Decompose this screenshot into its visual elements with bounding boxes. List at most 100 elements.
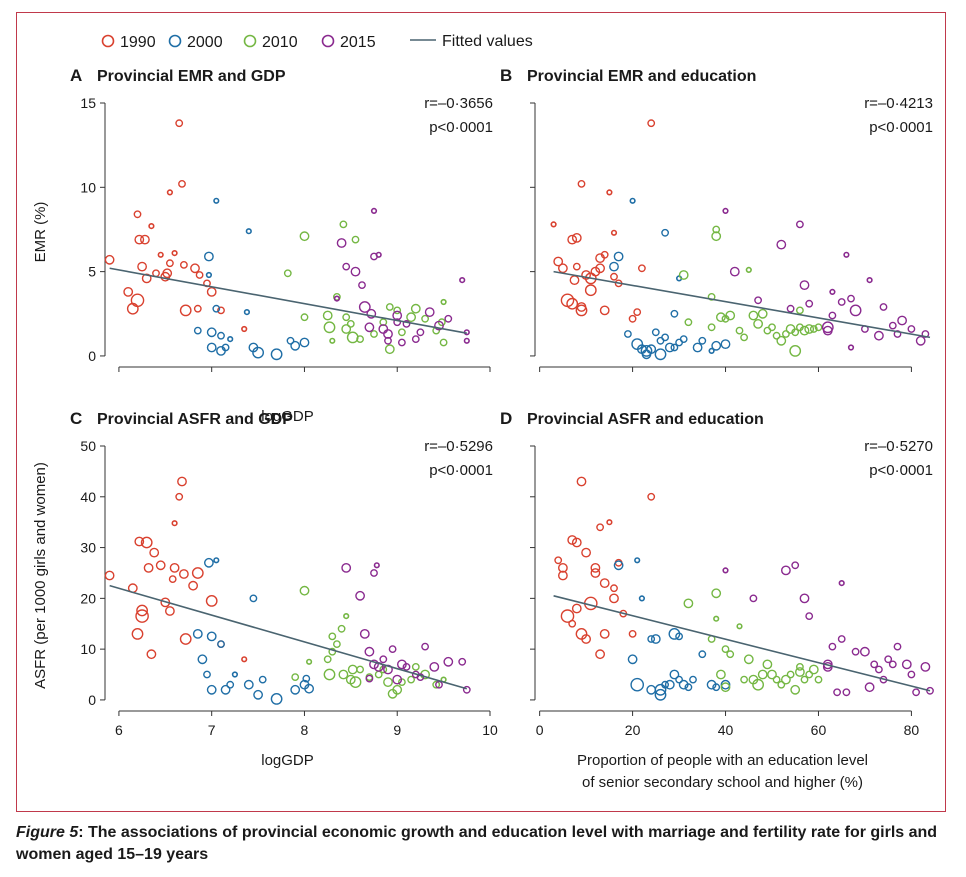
- data-point-2000: [299, 337, 310, 348]
- data-point-2010: [346, 331, 359, 344]
- data-point-2015: [791, 561, 800, 570]
- p-value: p<0·0001: [869, 119, 933, 136]
- panel-title: Provincial ASFR and GDP: [97, 411, 293, 428]
- series-1990: [554, 476, 656, 660]
- data-point-2000: [243, 679, 254, 690]
- panel-letter: B: [500, 66, 512, 85]
- data-point-2000: [631, 338, 644, 350]
- data-point-1990: [638, 264, 646, 273]
- data-point-2015: [926, 686, 934, 695]
- y-tick-label: 10: [80, 179, 96, 195]
- y-tick-label: 20: [80, 590, 96, 606]
- data-point-2000: [193, 326, 202, 335]
- correlation-r: r=–0·3656: [424, 95, 493, 112]
- data-point-2010: [791, 328, 800, 337]
- legend-label-2000: 2000: [187, 34, 223, 51]
- figure-caption: Figure 5: The associations of provincial…: [16, 822, 952, 866]
- data-point-1990: [590, 568, 601, 578]
- data-point-1990: [599, 578, 610, 588]
- data-point-2010: [440, 298, 447, 306]
- data-point-2000: [206, 327, 217, 338]
- data-point-2015: [875, 665, 883, 674]
- data-point-2010: [683, 598, 694, 609]
- data-point-2015: [781, 565, 791, 576]
- data-point-1990: [175, 492, 184, 501]
- data-point-1990: [647, 119, 656, 128]
- data-point-2015: [912, 688, 920, 697]
- data-point-2010: [782, 330, 790, 338]
- data-point-2010: [323, 668, 336, 681]
- data-point-2015: [384, 336, 392, 345]
- data-point-2015: [429, 662, 440, 672]
- data-point-2015: [786, 304, 795, 313]
- data-point-2010: [322, 310, 333, 321]
- data-point-2015: [411, 335, 420, 343]
- data-point-2000: [661, 680, 669, 689]
- data-point-1990: [104, 254, 115, 265]
- data-point-1990: [157, 251, 164, 258]
- data-point-2015: [901, 659, 912, 670]
- data-point-1990: [190, 263, 200, 274]
- x-tick-label: 9: [393, 722, 401, 738]
- data-point-2000: [698, 336, 707, 345]
- data-point-2010: [407, 675, 415, 684]
- panel-A: A Provincial EMR and GDP 0 5 10 15 EMR (%) logG…: [32, 66, 493, 425]
- x-tick-label: 10: [482, 722, 498, 738]
- data-point-2010: [299, 231, 310, 242]
- y-axis-label: ASFR (per 1000 girls and women): [32, 462, 49, 689]
- data-point-2010: [740, 333, 748, 342]
- data-point-2015: [375, 251, 382, 258]
- data-point-2015: [462, 685, 471, 694]
- data-point-2000: [654, 348, 667, 361]
- data-point-2010: [716, 312, 726, 323]
- y-tick-label: 40: [80, 489, 96, 505]
- data-point-2010: [346, 319, 355, 328]
- data-point-2010: [716, 669, 726, 680]
- data-point-1990: [568, 619, 577, 628]
- data-point-2015: [870, 660, 879, 669]
- data-point-2010: [814, 675, 823, 684]
- data-point-2015: [443, 656, 454, 667]
- data-point-2000: [670, 343, 679, 352]
- data-point-1990: [136, 604, 149, 617]
- data-point-1990: [140, 536, 153, 549]
- data-point-2010: [768, 323, 776, 332]
- data-point-2015: [874, 330, 884, 341]
- data-point-2015: [805, 612, 814, 620]
- series-2010: [683, 588, 823, 695]
- data-point-2000: [203, 557, 214, 568]
- data-point-2015: [358, 301, 371, 313]
- data-point-2000: [290, 340, 301, 351]
- y-tick-label: 15: [80, 95, 96, 111]
- data-point-2010: [740, 675, 748, 684]
- data-point-2000: [634, 557, 641, 564]
- data-point-2015: [402, 663, 411, 671]
- panel-C: C Provincial ASFR and GDP 0 10 20 30 40 50 6 7 8 9 1…: [32, 409, 498, 769]
- data-point-2010: [356, 335, 364, 343]
- data-point-2010: [299, 585, 310, 596]
- data-point-2010: [384, 344, 395, 355]
- data-point-2000: [664, 679, 675, 690]
- panel-letter: C: [70, 409, 82, 428]
- data-point-2010: [707, 292, 716, 301]
- legend-label-2010: 2010: [262, 34, 298, 51]
- data-point-2000: [206, 342, 217, 353]
- data-point-1990: [572, 262, 581, 271]
- x-tick-label: 20: [625, 722, 641, 738]
- data-point-2010: [332, 292, 341, 301]
- legend-label-2015: 2015: [340, 34, 376, 51]
- data-point-2010: [410, 303, 421, 314]
- data-point-2000: [670, 309, 679, 318]
- x-tick-label: 6: [115, 722, 123, 738]
- x-tick-label: 80: [904, 722, 920, 738]
- data-point-1990: [581, 547, 591, 558]
- data-point-2000: [258, 675, 267, 684]
- data-point-2015: [722, 567, 729, 574]
- data-point-2015: [373, 562, 380, 569]
- data-point-2015: [369, 659, 379, 670]
- data-point-2015: [365, 674, 374, 683]
- data-point-1990: [571, 232, 582, 243]
- data-point-1990: [104, 570, 115, 581]
- x-tick-label: 7: [208, 722, 216, 738]
- data-point-2000: [664, 342, 675, 353]
